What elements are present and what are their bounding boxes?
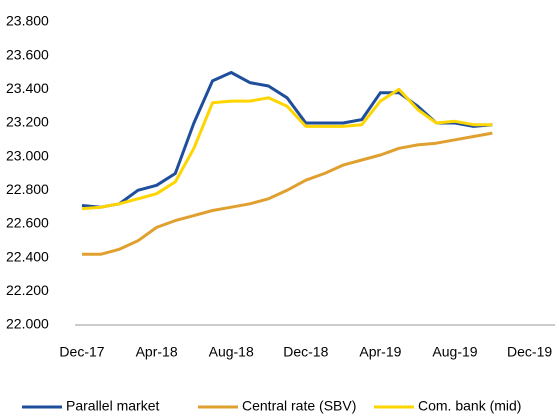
x-tick-label: Dec-19 — [507, 344, 552, 360]
y-tick-label: 22.800 — [6, 181, 49, 197]
series-line — [82, 131, 493, 256]
y-tick-label: 22.400 — [6, 248, 49, 264]
legend-label: Parallel market — [66, 398, 159, 414]
x-tick-label: Aug-19 — [432, 344, 477, 360]
x-tick-label: Apr-19 — [359, 344, 401, 360]
legend-label: Com. bank (mid) — [418, 398, 521, 414]
y-tick-label: 22.600 — [6, 215, 49, 231]
x-tick-label: Apr-18 — [136, 344, 178, 360]
x-tick-label: Aug-18 — [209, 344, 254, 360]
y-tick-label: 23.600 — [6, 46, 49, 62]
y-tick-label: 23.800 — [6, 13, 49, 29]
x-tick-label: Dec-17 — [59, 344, 104, 360]
x-tick-label: Dec-18 — [283, 344, 328, 360]
y-tick-label: 23.000 — [6, 147, 49, 163]
y-tick-label: 22.000 — [6, 316, 49, 332]
y-tick-label: 23.200 — [6, 114, 49, 130]
y-tick-label: 22.200 — [6, 282, 49, 298]
y-tick-label: 23.400 — [6, 80, 49, 96]
legend-label: Central rate (SBV) — [242, 398, 356, 414]
series-line — [81, 87, 493, 211]
series-line — [81, 71, 493, 209]
